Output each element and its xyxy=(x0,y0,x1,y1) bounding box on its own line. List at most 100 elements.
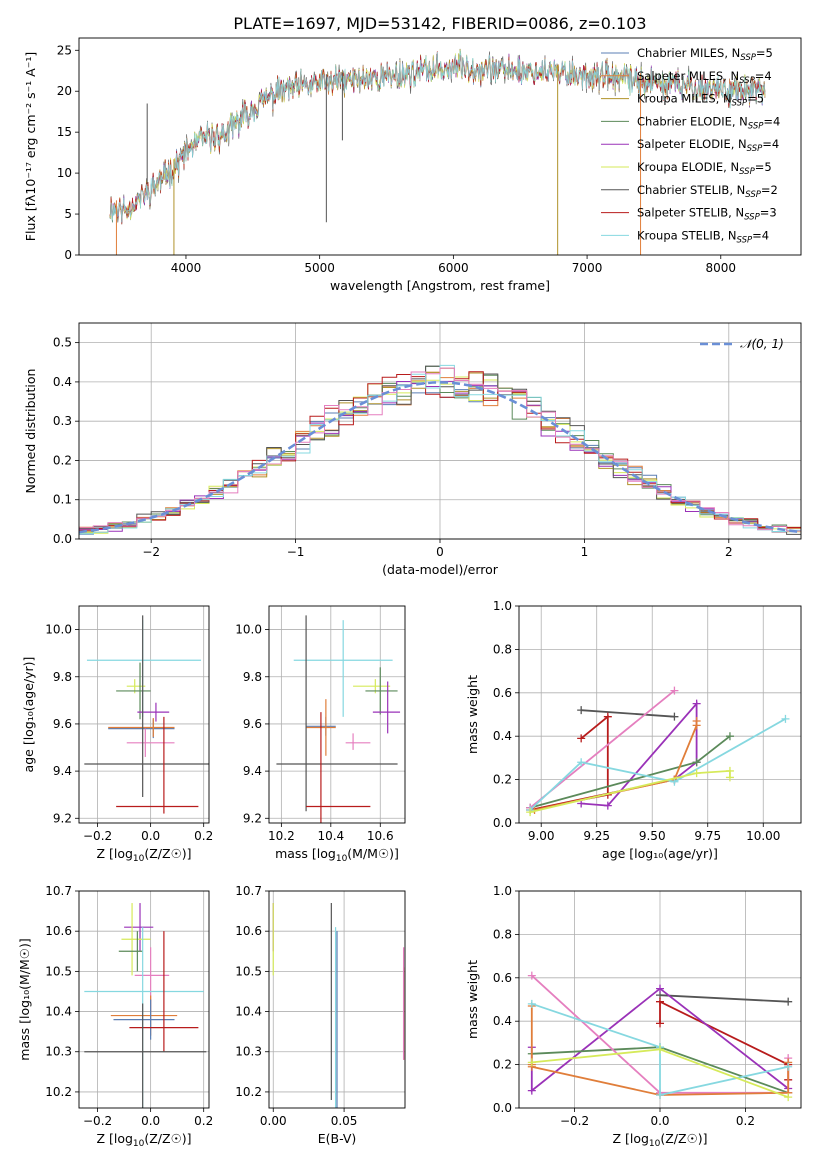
y-axis-label: mass weight xyxy=(465,675,480,754)
point-marker xyxy=(725,732,734,741)
mass-weight-series-line xyxy=(529,718,786,811)
y-tick-label: 0 xyxy=(64,248,72,262)
y-tick-label: 0.0 xyxy=(493,1101,512,1115)
x-axis-label: Z [log10(Z/Z☉)] xyxy=(96,846,191,864)
legend-label: Kroupa ELODIE, NSSP=5 xyxy=(637,160,772,177)
y-tick-label: 10.4 xyxy=(45,1005,72,1019)
x-axis-label: (data-model)/error xyxy=(382,562,499,577)
y-tick-label: 10.5 xyxy=(45,964,72,978)
x-tick-label: 0.05 xyxy=(331,1114,358,1128)
point-marker xyxy=(526,808,535,817)
y-tick-label: 0.3 xyxy=(53,414,72,428)
x-tick-label: 9.00 xyxy=(528,829,555,843)
point-marker xyxy=(603,712,612,721)
y-tick-label: 0.8 xyxy=(493,642,512,656)
x-tick-label: 0.0 xyxy=(141,1114,160,1128)
legend-label: Chabrier STELIB, NSSP=2 xyxy=(637,183,778,200)
y-tick-label: 0.4 xyxy=(493,1014,512,1028)
axes-frame xyxy=(268,890,406,1109)
axes-frame xyxy=(78,605,210,824)
point-marker xyxy=(784,997,793,1006)
x-tick-label: 10.00 xyxy=(746,829,780,843)
legend-label: 𝒩(0, 1) xyxy=(740,337,784,351)
y-tick-label: 9.4 xyxy=(53,764,72,778)
y-tick-label: 10.4 xyxy=(235,1005,262,1019)
x-tick-label: 7000 xyxy=(572,261,603,275)
y-axis-label: age [log₁₀(age/yr)] xyxy=(21,657,36,773)
mass-weight-series-line xyxy=(530,1006,790,1096)
y-tick-label: 9.6 xyxy=(243,717,262,731)
mass-weight-series-line xyxy=(659,994,789,1003)
histogram-steps xyxy=(79,364,801,536)
x-axis-label: mass [log10(M/M☉)] xyxy=(275,846,399,864)
point-marker xyxy=(527,1058,536,1067)
x-axis-label: Z [log10(Z/Z☉)] xyxy=(96,1131,191,1149)
x-tick-label: 10.4 xyxy=(317,829,344,843)
axes-frame xyxy=(78,890,210,1109)
y-tick-label: 25 xyxy=(57,43,72,57)
y-tick-label: 0.2 xyxy=(53,453,72,467)
y-tick-label: 10 xyxy=(57,166,72,180)
y-tick-label: 10.5 xyxy=(235,964,262,978)
x-tick-label: −0.2 xyxy=(560,1114,589,1128)
x-axis-label: age [log₁₀(age/yr)] xyxy=(602,846,718,861)
x-tick-label: 1 xyxy=(581,545,589,559)
point-marker xyxy=(725,773,734,782)
point-marker xyxy=(670,686,679,695)
point-marker xyxy=(577,758,586,767)
point-marker xyxy=(656,1019,664,1028)
point-marker xyxy=(784,1062,793,1071)
x-tick-label: −1 xyxy=(287,545,305,559)
mass-vs-extinction-panel: 0.00 0.05 10.2 10.3 10.4 10.5 10.6 10.7 E(B-V) xyxy=(235,884,406,1146)
y-tick-label: 10.0 xyxy=(235,623,262,637)
legend-label: Kroupa STELIB, NSSP=4 xyxy=(637,228,769,245)
x-tick-label: 9.75 xyxy=(694,829,721,843)
mass-weight-vs-metallicity-panel: −0.2 0.0 0.2 0.0 0.2 0.4 0.6 0.8 1.0 Z [log10(Z/Z… xyxy=(465,884,802,1149)
y-tick-label: 1.0 xyxy=(493,884,512,898)
x-tick-label: 5000 xyxy=(304,261,335,275)
point-marker xyxy=(527,971,536,980)
y-tick-label: 0.4 xyxy=(493,729,512,743)
x-tick-label: 0 xyxy=(436,545,444,559)
x-tick-label: 9.50 xyxy=(639,829,666,843)
y-tick-label: 1.0 xyxy=(493,599,512,613)
point-marker xyxy=(656,1045,664,1054)
x-tick-label: 10.2 xyxy=(268,829,295,843)
x-axis-label: wavelength [Angstrom, rest frame] xyxy=(330,278,550,293)
x-tick-label: 2 xyxy=(725,545,733,559)
errorbar-marks xyxy=(276,615,401,823)
x-tick-label: 0.0 xyxy=(141,829,160,843)
spectrum-series-line xyxy=(109,50,766,223)
mass-weight-vs-age-panel: 9.00 9.25 9.50 9.75 10.00 0.0 0.2 0.4 0.6 0.8 1.0 a… xyxy=(465,599,802,861)
y-axis-label: Normed distribution xyxy=(23,369,38,494)
residual-histogram-panel: −2 −1 0 1 2 0.0 0.1 0.2 0.3 0.4 0.5 (data-model)/er… xyxy=(23,322,802,577)
legend-label: Salpeter MILES, NSSP=4 xyxy=(637,69,772,86)
x-axis-label: E(B-V) xyxy=(318,1131,357,1146)
y-tick-label: 10.3 xyxy=(235,1045,262,1059)
point-marker xyxy=(692,758,701,767)
errorbar-marks xyxy=(272,903,405,1108)
legend-label: Salpeter ELODIE, NSSP=4 xyxy=(637,137,779,154)
point-marker xyxy=(692,717,701,726)
point-marker xyxy=(577,706,586,715)
y-tick-label: 9.8 xyxy=(53,670,72,684)
y-tick-label: 10.6 xyxy=(235,924,262,938)
x-tick-label: −2 xyxy=(142,545,160,559)
point-marker xyxy=(670,712,679,721)
y-tick-label: 10.0 xyxy=(45,623,72,637)
y-tick-label: 0.8 xyxy=(493,927,512,941)
spectrum-panel: 4000 5000 6000 7000 8000 0 5 10 15 20 25 wavelength… xyxy=(23,37,802,293)
errorbar-marks xyxy=(84,615,209,814)
mass-weight-series-line xyxy=(529,769,731,813)
point-marker xyxy=(692,699,701,708)
point-marker xyxy=(656,1090,664,1099)
point-marker xyxy=(527,1086,536,1095)
x-tick-label: 8000 xyxy=(706,261,737,275)
x-tick-label: −0.2 xyxy=(83,1114,112,1128)
point-marker xyxy=(784,1093,793,1102)
axes-frame xyxy=(518,605,802,824)
histogram-series xyxy=(79,367,801,534)
y-tick-label: 9.6 xyxy=(53,717,72,731)
x-tick-label: 4000 xyxy=(171,261,202,275)
axes-frame xyxy=(268,605,406,824)
